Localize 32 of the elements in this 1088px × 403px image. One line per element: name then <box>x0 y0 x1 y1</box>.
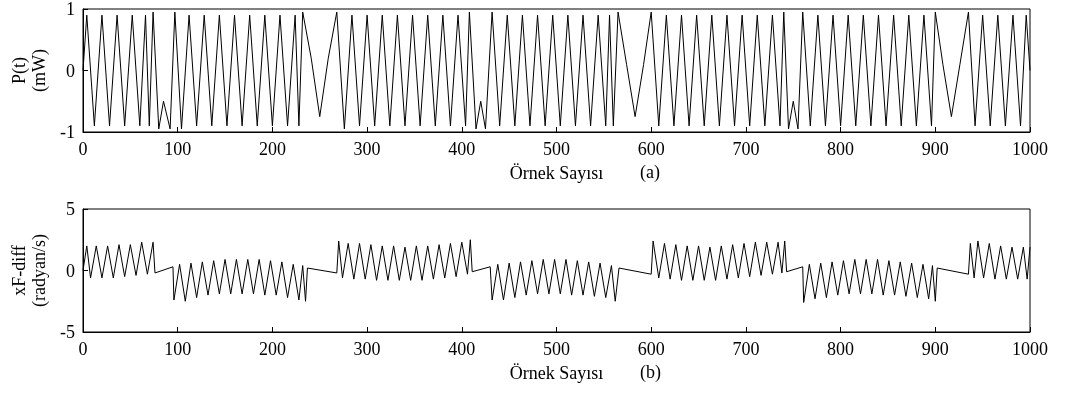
x-tick-label: 900 <box>921 339 949 359</box>
y-tick-label: 1 <box>66 0 75 19</box>
x-tick-label: 500 <box>543 339 570 359</box>
y-axis-title: P(t) (mW) <box>9 49 51 92</box>
x-axis-title: Örnek Sayısı <box>509 163 604 183</box>
y-tick-label: -1 <box>60 122 75 142</box>
x-tick-label: 100 <box>164 139 192 159</box>
x-tick-label: 800 <box>827 339 855 359</box>
x-tick-label: 1000 <box>1012 339 1048 359</box>
x-tick-label: 400 <box>448 139 476 159</box>
x-axis-title: Örnek Sayısı <box>509 363 604 383</box>
x-tick-label: 300 <box>353 139 381 159</box>
x-tick-label: 400 <box>448 339 476 359</box>
x-tick-label: 600 <box>637 339 665 359</box>
x-tick-label: 200 <box>258 339 286 359</box>
x-tick-label: 100 <box>164 339 192 359</box>
x-tick-label: 200 <box>258 139 286 159</box>
x-tick-label: 1000 <box>1012 139 1048 159</box>
y-tick-label: 0 <box>66 260 75 281</box>
x-tick-label: 700 <box>732 139 760 159</box>
x-tick-label: 700 <box>732 339 760 359</box>
y-tick-label: 0 <box>66 60 75 81</box>
y-axis-title: xF-diff (radyan/s) <box>9 234 51 307</box>
y-tick-label: -5 <box>60 322 75 342</box>
text: (b) <box>640 362 661 383</box>
x-tick-label: 600 <box>637 139 665 159</box>
x-tick-label: 500 <box>543 139 570 159</box>
x-tick-label: 900 <box>921 139 949 159</box>
y-tick-label: 5 <box>66 199 75 219</box>
x-tick-label: 300 <box>353 339 381 359</box>
text: (a) <box>640 162 660 183</box>
x-tick-label: 800 <box>827 139 855 159</box>
